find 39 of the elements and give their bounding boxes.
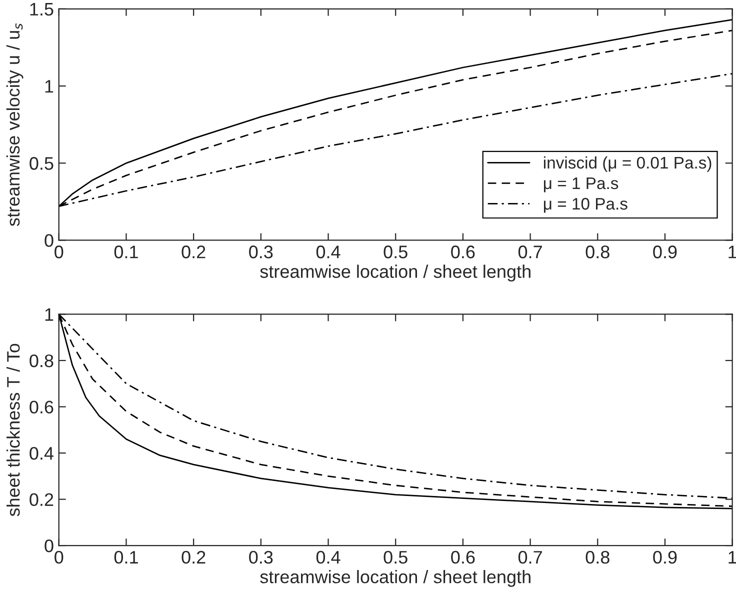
x-tick-label: 0 [54,550,64,564]
y-tick-label: 1.5 [30,3,54,16]
x-tick-label: 0.1 [114,550,138,564]
x-tick-label: 0.5 [384,246,408,258]
y-tick-label: 0.4 [30,446,54,460]
x-tick-label: 0.2 [182,246,206,258]
x-tick-label: 0.7 [518,246,542,258]
x-tick-label: 0.2 [182,550,206,564]
y-tick-label: 1 [45,80,54,93]
x-tick-label: 1 [728,246,736,258]
y-tick-label: 0.8 [30,354,54,368]
y-tick-label: 0 [44,539,54,552]
y-tick-label: 0.5 [30,157,54,170]
x-tick-label: 0.4 [316,550,340,564]
x-tick-label: 0.9 [653,550,677,564]
y-tick-label: 1 [45,308,54,321]
x-tick-label: 1 [728,551,736,564]
legend-label: inviscid (μ = 0.01 Pa.s) [544,156,712,172]
x-tick-label: 0.8 [586,246,610,258]
y-tick-label: 0 [44,234,54,247]
x-tick-label: 0.8 [586,550,610,564]
x-tick-label: 0.3 [249,550,273,564]
x-tick-label: 0.5 [384,550,408,564]
x-tick-label: 0.7 [518,550,542,564]
x-tick-label: 0.4 [316,246,340,258]
x-tick-label: 0.3 [249,246,273,258]
y-tick-label: 0.2 [30,493,54,506]
legend-label: μ = 1 Pa.s [544,178,618,192]
legend-label: μ = 10 Pa.s [544,198,628,213]
y-axis-title: sheet thickness T / To [6,344,20,516]
x-tick-label: 0.9 [653,246,677,258]
x-tick-label: 0.6 [451,246,475,258]
y-tick-label: 0.6 [30,400,54,414]
x-tick-label: 0 [54,246,64,258]
x-tick-label: 0.1 [114,246,138,258]
x-axis-title: streamwise location / sheet length [260,264,530,282]
y-axis-title: streamwise velocity u / u$_{s}$ [6,23,24,226]
x-tick-label: 0.6 [451,550,475,564]
x-axis-title: streamwise location / sheet length [260,570,530,587]
